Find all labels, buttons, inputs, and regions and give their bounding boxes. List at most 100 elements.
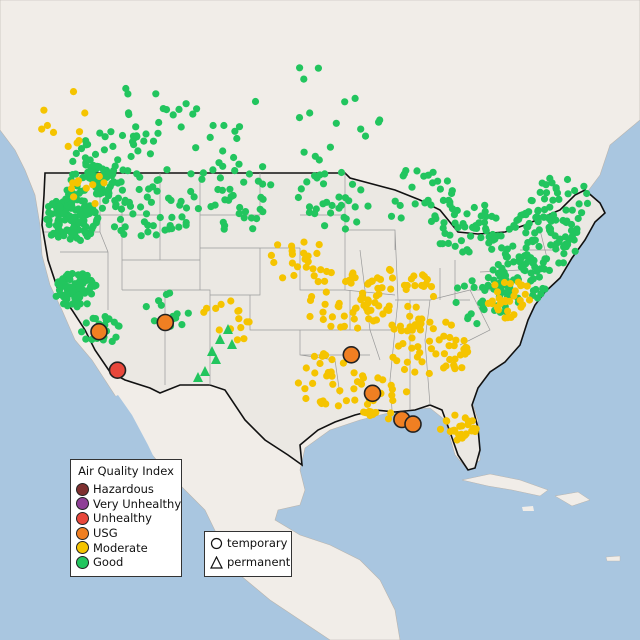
- monitor-dot: [467, 232, 475, 240]
- monitor-dot: [77, 211, 85, 219]
- monitor-dot: [341, 225, 349, 233]
- monitor-dot: [235, 160, 243, 168]
- monitor-dot: [539, 213, 548, 221]
- monitor-dot: [351, 94, 359, 102]
- legend-label: USG: [93, 526, 118, 541]
- monitor-dot: [481, 208, 489, 216]
- monitor-dot: [378, 284, 386, 292]
- monitor-dot: [140, 137, 148, 145]
- monitor-dot: [303, 178, 311, 186]
- legend-row-good: Good: [71, 555, 181, 570]
- monitor-dot: [408, 183, 416, 191]
- monitor-dot: [305, 203, 314, 211]
- monitor-dot: [114, 179, 122, 187]
- monitor-dot: [452, 298, 460, 307]
- legend-row-moderate: Moderate: [71, 540, 181, 555]
- monitor-dot: [420, 282, 428, 290]
- monitor-dot: [245, 170, 253, 178]
- monitor-dot: [89, 161, 98, 170]
- monitor-dot: [533, 267, 541, 275]
- monitor-dot: [230, 153, 238, 162]
- monitor-dot: [497, 232, 505, 240]
- monitor-dot: [397, 327, 405, 335]
- monitor-dot: [320, 350, 328, 358]
- monitor-dot: [87, 282, 95, 290]
- monitor-dot: [436, 425, 445, 433]
- monitor-dot: [328, 313, 336, 321]
- monitor-dot: [561, 233, 570, 241]
- monitor-dot: [319, 308, 327, 316]
- monitor-dot: [103, 173, 111, 181]
- monitor-dot: [473, 224, 481, 232]
- monitor-dot: [182, 204, 191, 212]
- legend-row-very-unhealthy: Very Unhealthy: [71, 497, 181, 512]
- monitor-dot: [560, 250, 568, 258]
- monitor-dot: [290, 271, 298, 280]
- monitor-dot: [442, 318, 450, 326]
- monitor-dot: [364, 280, 372, 288]
- monitor-dot: [215, 159, 223, 167]
- monitor-dot: [114, 156, 122, 164]
- monitor-dot: [137, 232, 145, 240]
- monitor-dot: [473, 320, 481, 328]
- monitor-dot: [534, 206, 542, 214]
- monitor-dot: [555, 259, 563, 267]
- monitor-dot: [72, 170, 80, 178]
- monitor-dot: [241, 208, 250, 216]
- monitor-dot: [70, 224, 78, 232]
- monitor-dot: [372, 316, 381, 324]
- monitor-dot: [259, 163, 267, 171]
- large-monitor-usg: [90, 322, 108, 341]
- monitor-dot: [357, 125, 365, 133]
- legend-swatch: [76, 482, 89, 496]
- monitor-dot: [411, 321, 419, 329]
- monitor-dot: [319, 315, 327, 324]
- monitor-dot: [83, 300, 91, 308]
- monitor-dot: [161, 226, 169, 234]
- monitor-dot: [352, 304, 360, 312]
- permanent-monitor: [215, 334, 225, 344]
- monitor-dot: [153, 187, 161, 195]
- monitor-dot: [216, 174, 224, 182]
- monitor-dot: [64, 142, 72, 150]
- monitor-dot: [573, 225, 581, 233]
- monitor-dot: [481, 286, 489, 294]
- monitor-dot: [101, 133, 109, 141]
- monitor-dot: [442, 417, 450, 425]
- monitor-dot: [578, 209, 586, 217]
- monitor-dot: [373, 274, 382, 282]
- monitor-dot: [495, 294, 503, 302]
- monitor-dot: [178, 213, 186, 221]
- legend-swatch: [76, 511, 89, 525]
- monitor-dot: [547, 229, 555, 237]
- monitor-dot: [429, 168, 437, 176]
- monitor-dot: [117, 205, 126, 213]
- monitor-dot: [359, 289, 367, 297]
- monitor-dot: [509, 242, 517, 250]
- monitor-dot: [279, 274, 287, 282]
- monitor-dot: [194, 205, 202, 213]
- monitor-dot: [388, 321, 396, 329]
- monitor-dot: [464, 313, 472, 321]
- permanent-monitor: [193, 372, 203, 382]
- monitor-dot: [354, 324, 362, 332]
- monitor-dot: [155, 297, 163, 305]
- monitor-dot: [300, 238, 308, 246]
- monitor-dot: [357, 296, 365, 304]
- monitor-dot: [453, 436, 461, 444]
- monitor-dot: [498, 244, 506, 252]
- monitor-dot: [418, 315, 426, 323]
- monitor-dot: [542, 181, 550, 189]
- monitor-dot: [321, 300, 329, 308]
- monitor-dot: [109, 142, 117, 150]
- monitor-dot: [146, 150, 154, 158]
- monitor-dot: [237, 324, 245, 332]
- monitor-dot: [60, 209, 68, 218]
- monitor-dot: [341, 194, 349, 202]
- monitor-dot: [583, 199, 592, 207]
- monitor-dot: [427, 217, 436, 225]
- monitor-dot: [491, 281, 499, 289]
- monitor-dot: [149, 222, 157, 230]
- monitor-dot: [176, 201, 184, 209]
- monitor-dot: [209, 166, 217, 174]
